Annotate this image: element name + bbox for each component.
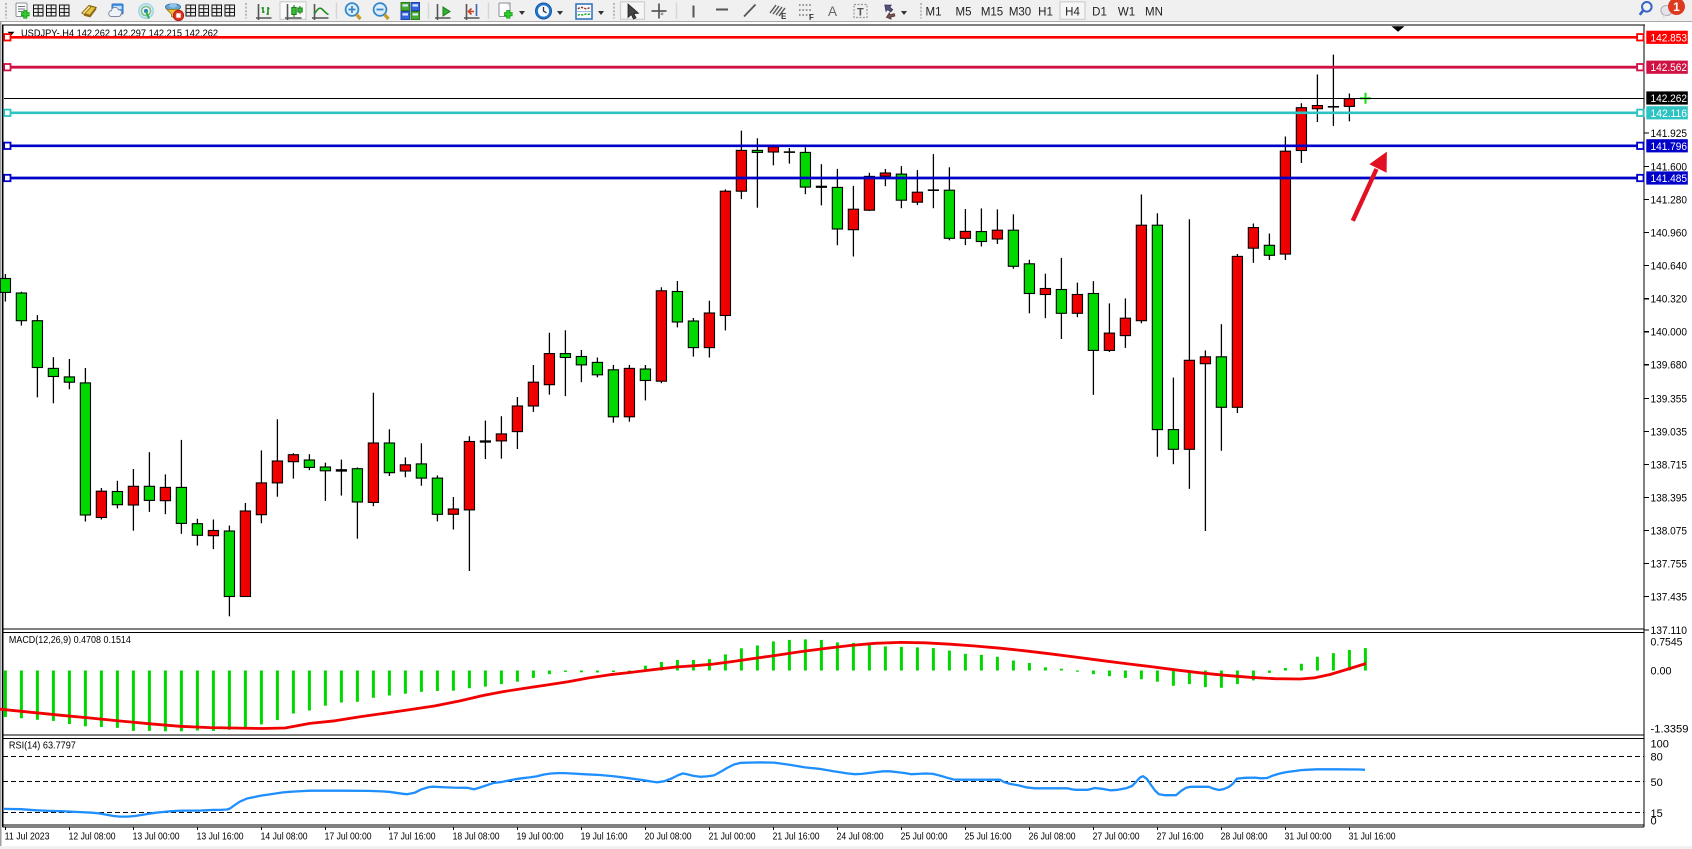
svg-text:80: 80 xyxy=(1651,752,1663,764)
svg-text:21 Jul 00:00: 21 Jul 00:00 xyxy=(709,831,756,842)
svg-text:137.435: 137.435 xyxy=(1651,592,1688,604)
svg-text:15: 15 xyxy=(1651,808,1663,820)
svg-text:M1: M1 xyxy=(926,7,942,19)
svg-text:17 Jul 00:00: 17 Jul 00:00 xyxy=(325,831,372,842)
svg-text:141.796: 141.796 xyxy=(1651,141,1688,153)
svg-text:31 Jul 00:00: 31 Jul 00:00 xyxy=(1285,831,1332,842)
svg-text:12 Jul 08:00: 12 Jul 08:00 xyxy=(69,831,116,842)
svg-text:M15: M15 xyxy=(981,7,1003,19)
svg-text:142.116: 142.116 xyxy=(1651,108,1688,120)
svg-text:-1.3359: -1.3359 xyxy=(1651,724,1689,736)
svg-text:141.485: 141.485 xyxy=(1651,173,1688,185)
svg-text:28 Jul 08:00: 28 Jul 08:00 xyxy=(1221,831,1268,842)
svg-text:21 Jul 16:00: 21 Jul 16:00 xyxy=(773,831,820,842)
svg-text:M5: M5 xyxy=(956,7,972,19)
svg-text:24 Jul 08:00: 24 Jul 08:00 xyxy=(837,831,884,842)
svg-text:USDJPY-.H4 142.262 142.297 142: USDJPY-.H4 142.262 142.297 142.215 142.2… xyxy=(21,28,218,39)
svg-text:139.680: 139.680 xyxy=(1651,360,1688,372)
svg-text:13 Jul 00:00: 13 Jul 00:00 xyxy=(133,831,180,842)
svg-text:142.562: 142.562 xyxy=(1651,62,1688,74)
svg-text:140.960: 140.960 xyxy=(1651,228,1688,240)
svg-text:137.110: 137.110 xyxy=(1651,625,1688,637)
svg-text:100: 100 xyxy=(1651,738,1669,750)
svg-text:1: 1 xyxy=(1673,0,1680,14)
svg-text:19 Jul 16:00: 19 Jul 16:00 xyxy=(581,831,628,842)
svg-text:0.7545: 0.7545 xyxy=(1651,637,1683,649)
svg-text:137.755: 137.755 xyxy=(1651,559,1688,571)
svg-text:141.280: 141.280 xyxy=(1651,195,1688,207)
svg-text:0: 0 xyxy=(1651,816,1657,828)
svg-text:13 Jul 16:00: 13 Jul 16:00 xyxy=(197,831,244,842)
svg-text:139.035: 139.035 xyxy=(1651,426,1688,438)
svg-text:11 Jul 2023: 11 Jul 2023 xyxy=(5,831,50,842)
svg-text:F: F xyxy=(809,13,814,22)
svg-text:141.600: 141.600 xyxy=(1651,162,1688,174)
svg-text:18 Jul 08:00: 18 Jul 08:00 xyxy=(453,831,500,842)
svg-text:14 Jul 08:00: 14 Jul 08:00 xyxy=(261,831,308,842)
svg-text:50: 50 xyxy=(1651,777,1663,789)
svg-text:19 Jul 00:00: 19 Jul 00:00 xyxy=(517,831,564,842)
svg-text:0.00: 0.00 xyxy=(1651,666,1672,678)
svg-text:17 Jul 16:00: 17 Jul 16:00 xyxy=(389,831,436,842)
svg-text:20 Jul 08:00: 20 Jul 08:00 xyxy=(645,831,692,842)
svg-text:26 Jul 08:00: 26 Jul 08:00 xyxy=(1029,831,1076,842)
svg-text:E: E xyxy=(781,12,787,21)
svg-text:142.853: 142.853 xyxy=(1651,32,1688,44)
svg-text:25 Jul 16:00: 25 Jul 16:00 xyxy=(965,831,1012,842)
svg-text:141.925: 141.925 xyxy=(1651,128,1688,140)
svg-text:M30: M30 xyxy=(1009,7,1031,19)
svg-text:T: T xyxy=(857,7,864,19)
svg-text:27 Jul 16:00: 27 Jul 16:00 xyxy=(1157,831,1204,842)
svg-text:27 Jul 00:00: 27 Jul 00:00 xyxy=(1093,831,1140,842)
svg-text:138.395: 138.395 xyxy=(1651,492,1688,504)
svg-text:138.715: 138.715 xyxy=(1651,459,1688,471)
svg-text:RSI(14) 63.7797: RSI(14) 63.7797 xyxy=(9,740,76,751)
svg-text:H1: H1 xyxy=(1038,7,1053,19)
svg-text:D1: D1 xyxy=(1092,7,1107,19)
svg-text:138.075: 138.075 xyxy=(1651,525,1688,537)
svg-text:H4: H4 xyxy=(1065,7,1080,19)
svg-text:A: A xyxy=(828,4,837,19)
svg-text:W1: W1 xyxy=(1118,7,1135,19)
svg-text:139.355: 139.355 xyxy=(1651,393,1688,405)
svg-text:140.000: 140.000 xyxy=(1651,327,1688,339)
svg-text:25 Jul 00:00: 25 Jul 00:00 xyxy=(901,831,948,842)
svg-text:31 Jul 16:00: 31 Jul 16:00 xyxy=(1349,831,1396,842)
svg-text:MACD(12,26,9) 0.4708 0.1514: MACD(12,26,9) 0.4708 0.1514 xyxy=(9,635,131,646)
svg-text:140.640: 140.640 xyxy=(1651,261,1688,273)
svg-text:140.320: 140.320 xyxy=(1651,294,1688,306)
svg-text:142.262: 142.262 xyxy=(1651,93,1688,105)
svg-text:MN: MN xyxy=(1145,7,1163,19)
